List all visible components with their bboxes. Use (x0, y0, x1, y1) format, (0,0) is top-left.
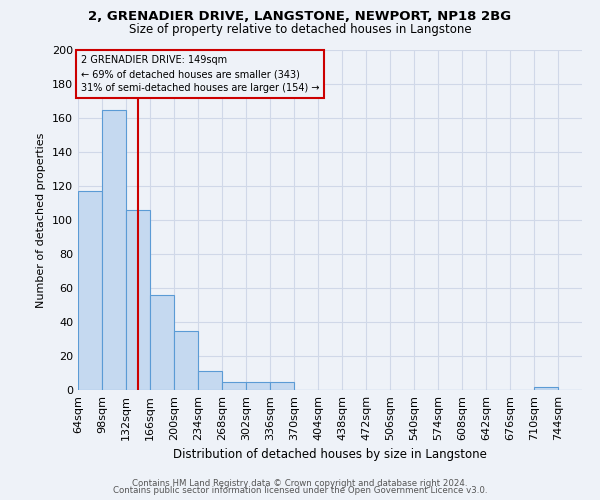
Bar (198, 372, 222, 390)
Bar (174, 330, 198, 390)
Text: 2 GRENADIER DRIVE: 149sqm
← 69% of detached houses are smaller (343)
31% of semi: 2 GRENADIER DRIVE: 149sqm ← 69% of detac… (81, 55, 319, 93)
Bar (78, 191, 102, 390)
Text: Size of property relative to detached houses in Langstone: Size of property relative to detached ho… (128, 22, 472, 36)
Bar (126, 210, 150, 390)
Text: Contains HM Land Registry data © Crown copyright and database right 2024.: Contains HM Land Registry data © Crown c… (132, 478, 468, 488)
Bar (270, 382, 294, 390)
X-axis label: Distribution of detached houses by size in Langstone: Distribution of detached houses by size … (173, 448, 487, 462)
Bar (222, 382, 246, 390)
Bar (150, 295, 174, 390)
Bar (534, 386, 558, 390)
Text: Contains public sector information licensed under the Open Government Licence v3: Contains public sector information licen… (113, 486, 487, 495)
Text: 2, GRENADIER DRIVE, LANGSTONE, NEWPORT, NP18 2BG: 2, GRENADIER DRIVE, LANGSTONE, NEWPORT, … (88, 10, 512, 23)
Y-axis label: Number of detached properties: Number of detached properties (37, 132, 46, 308)
Bar (246, 382, 270, 390)
Bar (102, 110, 126, 390)
